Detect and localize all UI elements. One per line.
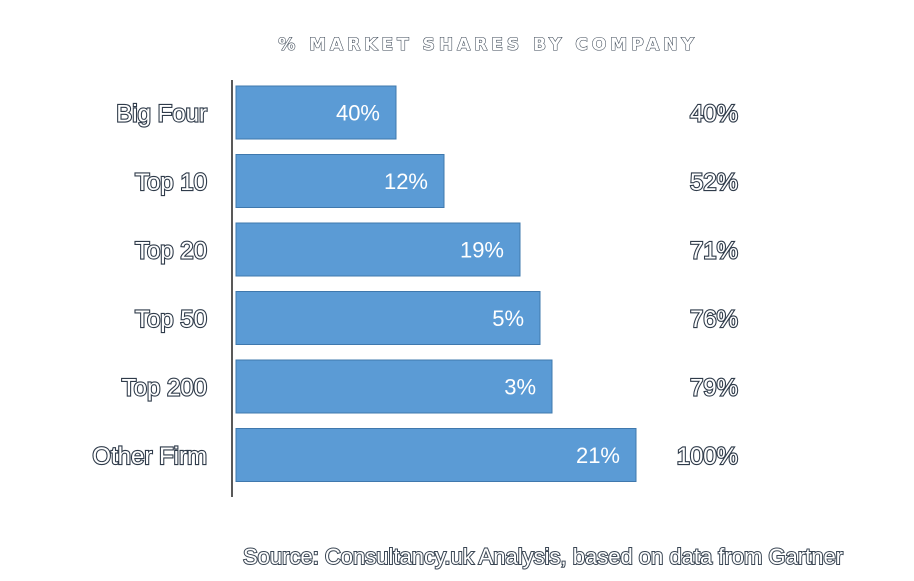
- category-label: Top 50: [135, 306, 207, 333]
- bar-value-label: 5%: [492, 306, 524, 331]
- cumulative-label: 100%: [677, 443, 738, 470]
- cumulative-label: 52%: [690, 169, 738, 196]
- bar-3: [235, 291, 541, 345]
- bar-value-label: 21%: [576, 443, 620, 468]
- bar-value-label: 12%: [384, 169, 428, 194]
- cumulative-label: 40%: [690, 101, 738, 128]
- cumulative-label: 71%: [690, 238, 738, 265]
- bar-4: [235, 359, 553, 414]
- bar-0: [235, 85, 397, 140]
- source-note: Source: Consultancy.uk Analysis, based o…: [243, 544, 843, 569]
- bar-5: [235, 428, 637, 482]
- bar-value-label: 40%: [336, 101, 380, 126]
- category-label: Other Firm: [92, 443, 207, 470]
- cumulative-label: 79%: [690, 375, 738, 402]
- category-label: Big Four: [116, 101, 207, 128]
- bar-2: [235, 222, 521, 277]
- category-label: Top 10: [135, 169, 207, 196]
- category-label: Top 20: [135, 238, 207, 265]
- chart-marks: 40% Big Four 40% 12% Top 10 52% 19% Top 20 71% 5%…: [91, 85, 739, 482]
- chart-title: % MARKET SHARES BY COMPANY: [278, 35, 698, 55]
- category-label: Top 200: [122, 375, 207, 402]
- bar-1: [235, 154, 445, 208]
- bar-value-label: 19%: [460, 238, 504, 263]
- cumulative-label: 76%: [690, 306, 738, 333]
- bar-value-label: 3%: [504, 375, 536, 400]
